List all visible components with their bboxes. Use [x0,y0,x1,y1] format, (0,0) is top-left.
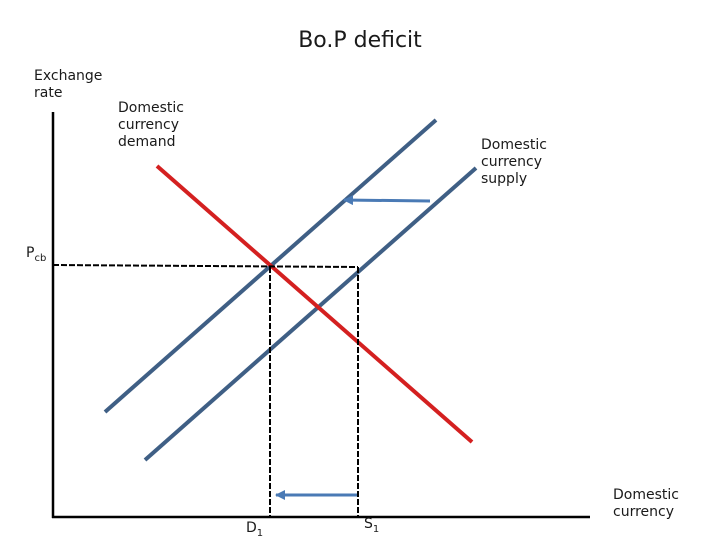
supply-shift-arrow [343,195,431,206]
d1-label: D1 [246,520,264,539]
x-axis-label: Domestic currency [613,487,679,520]
supply-curve-shifted [143,166,478,462]
diagram-title: Bo.P deficit [298,28,422,53]
price-label: Pcb [26,245,47,264]
s1-label: S1 [364,516,380,535]
demand-curve [155,164,474,444]
supply-curve-label: Domestic currency supply [481,137,547,187]
price-dashed-line [52,264,359,268]
demand-curve-label: Domestic currency demand [118,100,184,150]
y-axis-label: Exchange rate [34,68,103,101]
